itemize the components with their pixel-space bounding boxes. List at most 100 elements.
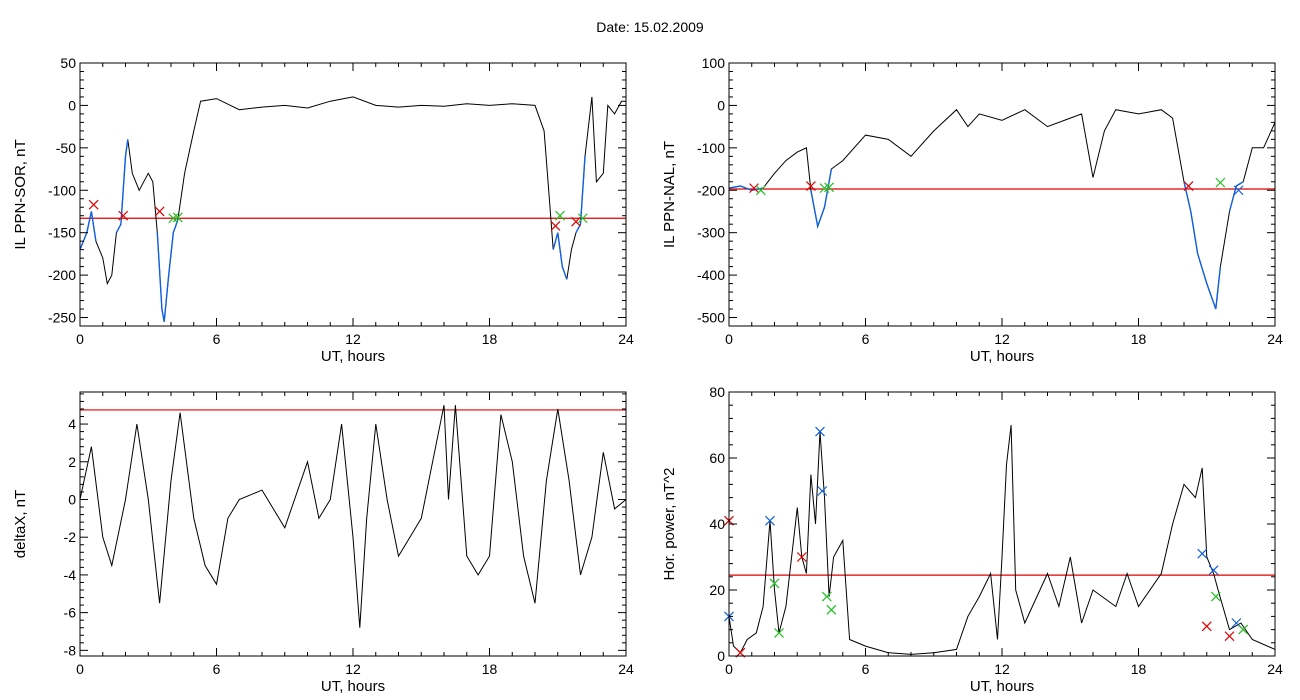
y-axis-label: Hor. power, nT^2 xyxy=(661,468,678,581)
highlight-segment xyxy=(156,219,179,322)
cross-marker xyxy=(749,183,759,194)
y-axis-label: deltaX, nT xyxy=(12,490,29,558)
x-tick-label: 18 xyxy=(1131,661,1147,677)
x-tick-label: 6 xyxy=(213,331,221,347)
x-axis-label: UT, hours xyxy=(970,678,1034,695)
x-axis-label: UT, hours xyxy=(321,348,385,365)
highlight-segment xyxy=(1183,181,1222,310)
x-tick-label: 12 xyxy=(994,661,1010,677)
cross-marker xyxy=(805,181,816,191)
page-title: Date: 15.02.2009 xyxy=(596,19,704,35)
y-tick-label: -6 xyxy=(64,605,77,621)
cross-marker xyxy=(796,552,807,562)
y-tick-label: 40 xyxy=(709,516,725,532)
x-tick-label: 12 xyxy=(345,661,361,677)
cross-marker xyxy=(1201,621,1212,632)
y-tick-label: 4 xyxy=(68,416,76,432)
y-tick-label: -150 xyxy=(48,225,76,241)
x-tick-label: 6 xyxy=(213,661,221,677)
x-tick-label: 18 xyxy=(1131,331,1147,347)
cross-marker xyxy=(154,206,165,217)
y-tick-label: -8 xyxy=(64,642,77,658)
cross-marker xyxy=(765,515,775,526)
y-tick-label: 0 xyxy=(68,97,76,113)
cross-marker xyxy=(815,426,825,437)
highlight-segment xyxy=(552,232,568,280)
x-tick-label: 12 xyxy=(994,331,1010,347)
cross-marker xyxy=(88,199,99,210)
cross-marker xyxy=(1210,591,1221,602)
cross-marker xyxy=(774,627,784,638)
chart-panel-top-left: 0 6 12 18 24 -250 -200 -150 -100 -50 0 50 UT, hours I… xyxy=(12,55,634,365)
highlight-segment xyxy=(575,156,586,234)
y-axis-label: IL PPN-NAL, nT xyxy=(661,141,678,248)
cross-marker xyxy=(118,210,129,221)
y-tick-label: 20 xyxy=(709,582,725,598)
cross-marker xyxy=(826,604,837,615)
cross-marker xyxy=(1233,185,1244,196)
cross-marker xyxy=(755,185,766,196)
plot-frame xyxy=(79,62,627,327)
x-tick-label: 24 xyxy=(618,661,634,677)
x-axis-label: UT, hours xyxy=(970,348,1034,365)
cross-marker xyxy=(1215,177,1226,188)
series-line xyxy=(728,424,1276,655)
chart-panel-bottom-right: 0 6 12 18 24 0 20 40 60 80 UT, hours Hor. power, nT… xyxy=(661,384,1283,695)
x-tick-label: 0 xyxy=(725,661,733,677)
x-axis-label: UT, hours xyxy=(321,678,385,695)
cross-marker xyxy=(1224,631,1235,642)
x-tick-label: 24 xyxy=(618,331,634,347)
x-tick-label: 24 xyxy=(1267,331,1283,347)
y-tick-label: 0 xyxy=(717,97,725,113)
plot-frame xyxy=(728,391,1276,657)
y-tick-label: -300 xyxy=(697,225,725,241)
y-tick-label: 2 xyxy=(68,454,76,470)
highlight-segment xyxy=(79,211,97,250)
x-tick-label: 24 xyxy=(1267,661,1283,677)
cross-marker xyxy=(821,591,832,602)
highlight-segment xyxy=(115,139,129,234)
series-line xyxy=(79,405,627,628)
y-tick-label: -200 xyxy=(48,267,76,283)
cross-marker xyxy=(577,213,588,224)
x-tick-label: 18 xyxy=(482,331,498,347)
x-tick-label: 0 xyxy=(76,331,84,347)
x-tick-label: 6 xyxy=(862,331,870,347)
y-tick-label: 80 xyxy=(709,384,725,400)
y-tick-label: -100 xyxy=(697,140,725,156)
chart-panel-top-right: 0 6 12 18 24 -500 -400 -300 -200 -100 0 100 UT, hour… xyxy=(661,55,1283,365)
plot-frame xyxy=(79,391,627,657)
x-tick-label: 18 xyxy=(482,661,498,677)
cross-marker xyxy=(817,486,828,496)
x-tick-label: 0 xyxy=(725,331,733,347)
y-tick-label: 0 xyxy=(68,491,76,507)
cross-marker xyxy=(1208,565,1219,576)
cross-marker xyxy=(571,216,581,227)
x-tick-label: 0 xyxy=(76,661,84,677)
cross-marker xyxy=(824,182,835,193)
y-axis-label: IL PPN-SOR, nT xyxy=(12,139,29,249)
cross-marker xyxy=(555,210,565,221)
y-tick-label: -50 xyxy=(56,140,76,156)
x-tick-label: 12 xyxy=(345,331,361,347)
cross-marker xyxy=(1197,548,1208,559)
cross-marker xyxy=(769,578,780,589)
highlight-segment xyxy=(728,185,764,192)
highlight-segment xyxy=(1228,181,1244,212)
y-tick-label: 100 xyxy=(702,55,726,71)
series-line xyxy=(728,108,1276,310)
y-tick-label: -100 xyxy=(48,182,76,198)
cross-marker xyxy=(1183,181,1194,191)
y-tick-label: 60 xyxy=(709,450,725,466)
y-tick-label: 50 xyxy=(60,55,76,71)
y-tick-label: -500 xyxy=(697,310,725,326)
plot-frame xyxy=(728,62,1276,327)
y-tick-label: -4 xyxy=(64,567,77,583)
y-tick-label: 0 xyxy=(717,648,725,664)
cross-marker xyxy=(1238,624,1249,635)
y-tick-label: -2 xyxy=(64,529,77,545)
x-tick-label: 6 xyxy=(862,661,870,677)
cross-marker xyxy=(550,220,561,231)
